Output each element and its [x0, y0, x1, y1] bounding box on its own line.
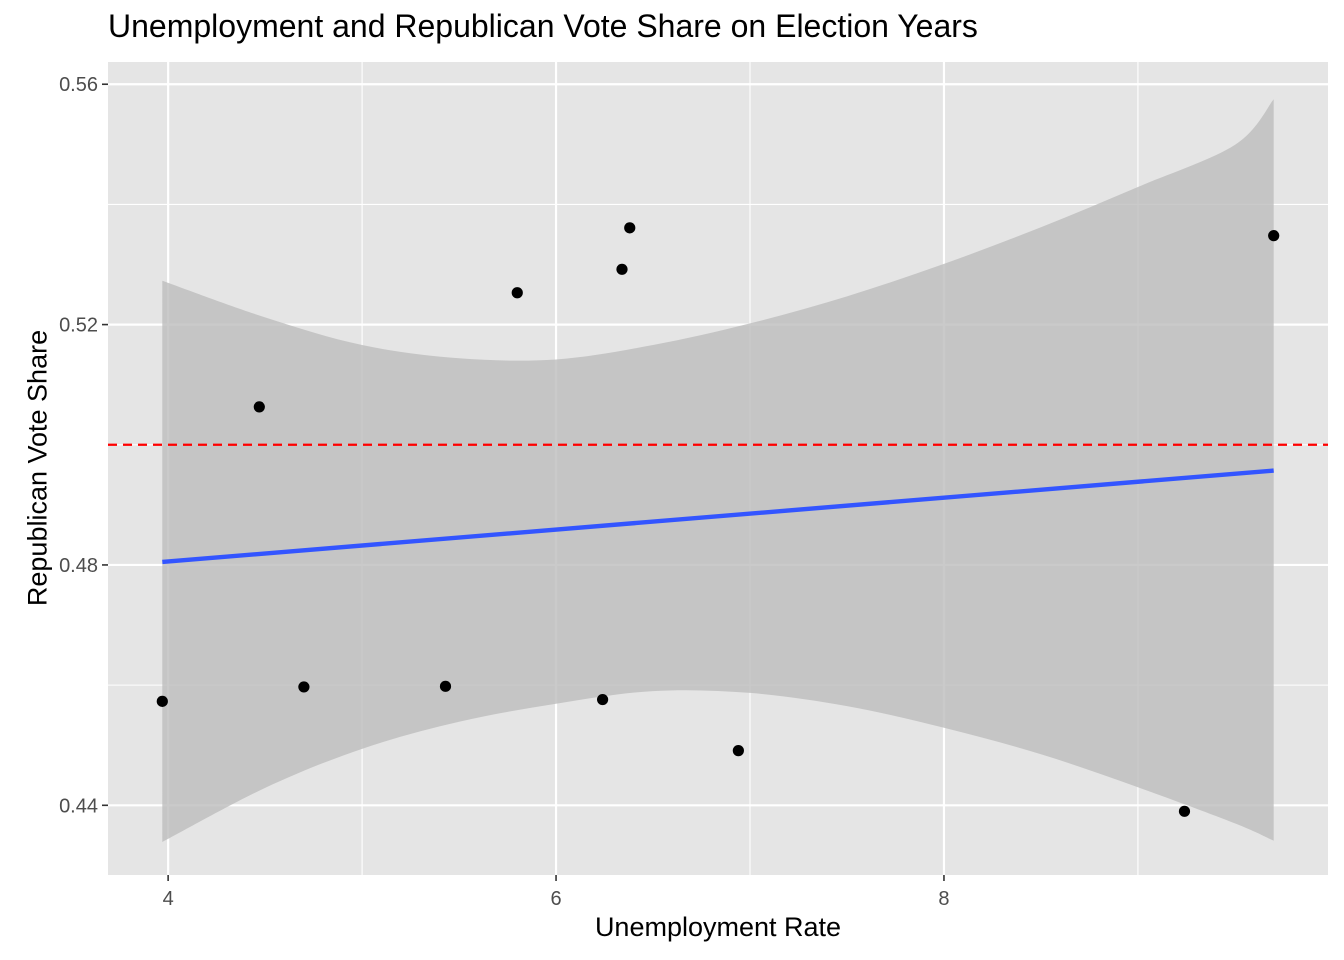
y-tick-label: 0.52: [59, 315, 98, 337]
x-tick-label: 4: [163, 888, 174, 910]
chart-title: Unemployment and Republican Vote Share o…: [108, 8, 978, 44]
data-point: [298, 681, 310, 693]
y-tick-label: 0.48: [59, 555, 98, 577]
x-tick-label: 8: [938, 888, 949, 910]
data-point: [439, 680, 452, 692]
regression-line: [162, 468, 1274, 565]
x-tick-labels: 4 6 8: [163, 888, 950, 910]
x-axis-title: Unemployment Rate: [594, 912, 842, 942]
y-axis-title: Republican Vote Share: [22, 329, 53, 607]
data-point: [156, 695, 168, 707]
data-point: [732, 745, 744, 757]
data-point: [511, 287, 523, 299]
data-point: [616, 263, 628, 275]
y-tick-labels: 0.44 0.48 0.52 0.56: [59, 74, 98, 817]
data-point: [596, 693, 609, 706]
axis-ticks: [102, 83, 945, 881]
x-tick-label: 6: [550, 888, 561, 910]
data-points: [156, 222, 1280, 817]
data-point: [624, 222, 636, 234]
confidence-band: [162, 99, 1274, 842]
data-point: [253, 401, 265, 413]
y-tick-label: 0.56: [59, 74, 98, 96]
data-point: [1268, 230, 1280, 242]
y-tick-label: 0.44: [59, 795, 98, 817]
data-point: [1178, 805, 1191, 817]
